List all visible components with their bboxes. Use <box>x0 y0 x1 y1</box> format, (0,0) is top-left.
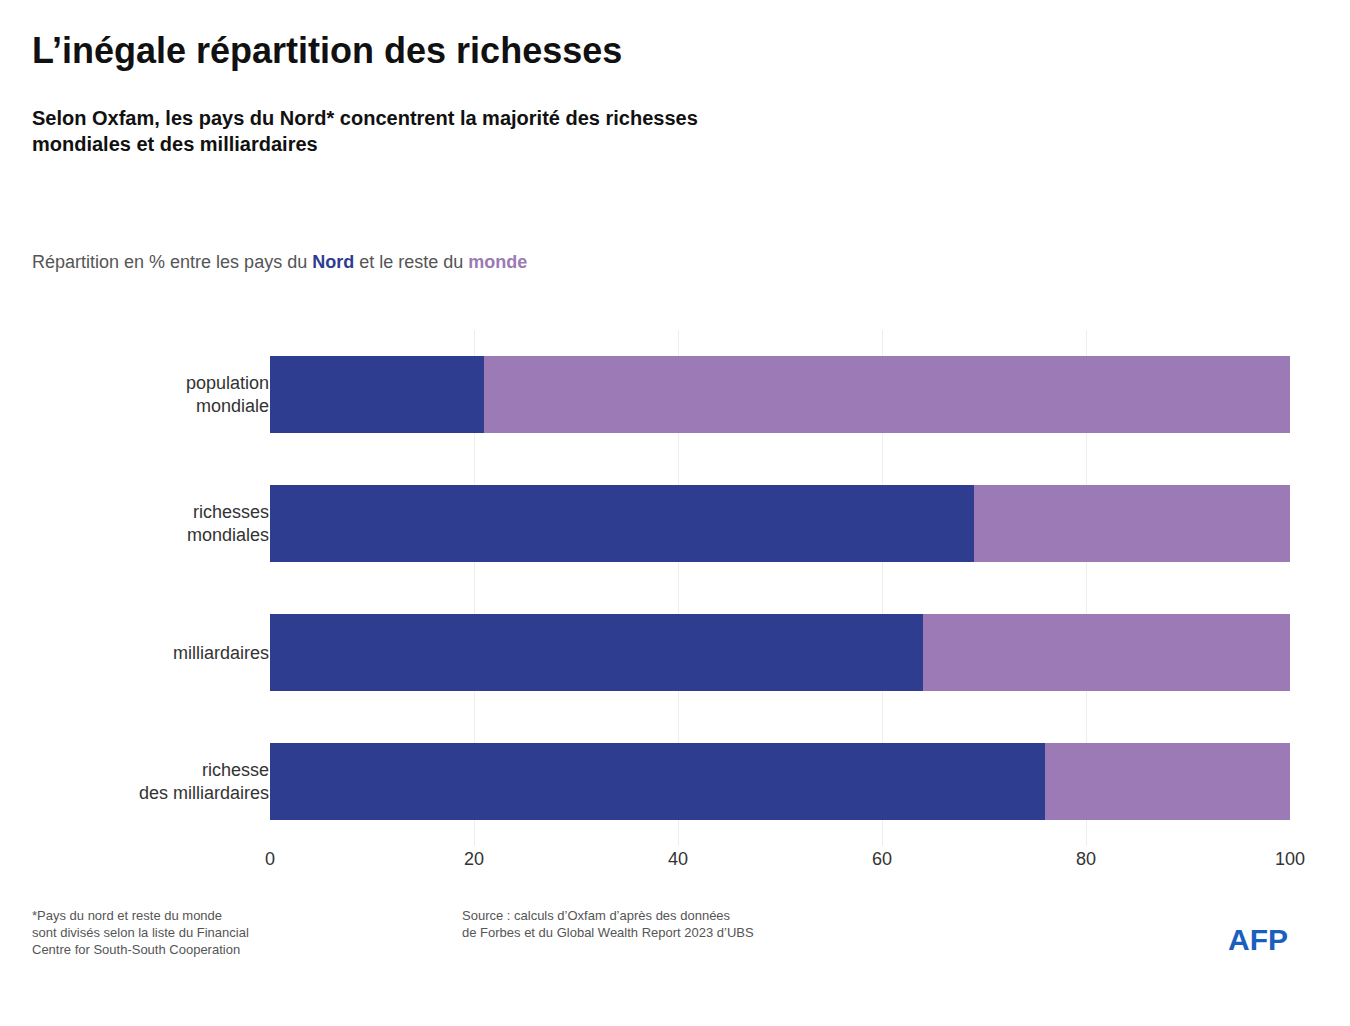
svg-text:populationmondiale: populationmondiale <box>186 373 269 416</box>
svg-text:*Pays du nord et reste du mond: *Pays du nord et reste du mondesont divi… <box>32 908 249 957</box>
svg-text:richessesmondiales: richessesmondiales <box>187 502 269 545</box>
svg-text:milliardaires: milliardaires <box>173 643 269 663</box>
svg-text:richessedes milliardaires: richessedes milliardaires <box>139 760 269 803</box>
svg-text:AFP: AFP <box>1228 923 1288 956</box>
svg-text:0: 0 <box>265 849 275 869</box>
svg-text:80: 80 <box>1076 849 1096 869</box>
svg-text:Répartition en % entre les pay: Répartition en % entre les pays du Nord … <box>32 252 527 272</box>
svg-text:40: 40 <box>668 849 688 869</box>
svg-text:60: 60 <box>872 849 892 869</box>
svg-text:Selon Oxfam, les pays du Nord*: Selon Oxfam, les pays du Nord* concentre… <box>32 107 698 155</box>
svg-text:L’inégale répartition des rich: L’inégale répartition des richesses <box>32 30 622 71</box>
svg-text:Source : calculs d’Oxfam d’apr: Source : calculs d’Oxfam d’après des don… <box>462 908 754 940</box>
svg-text:20: 20 <box>464 849 484 869</box>
svg-text:100: 100 <box>1275 849 1305 869</box>
